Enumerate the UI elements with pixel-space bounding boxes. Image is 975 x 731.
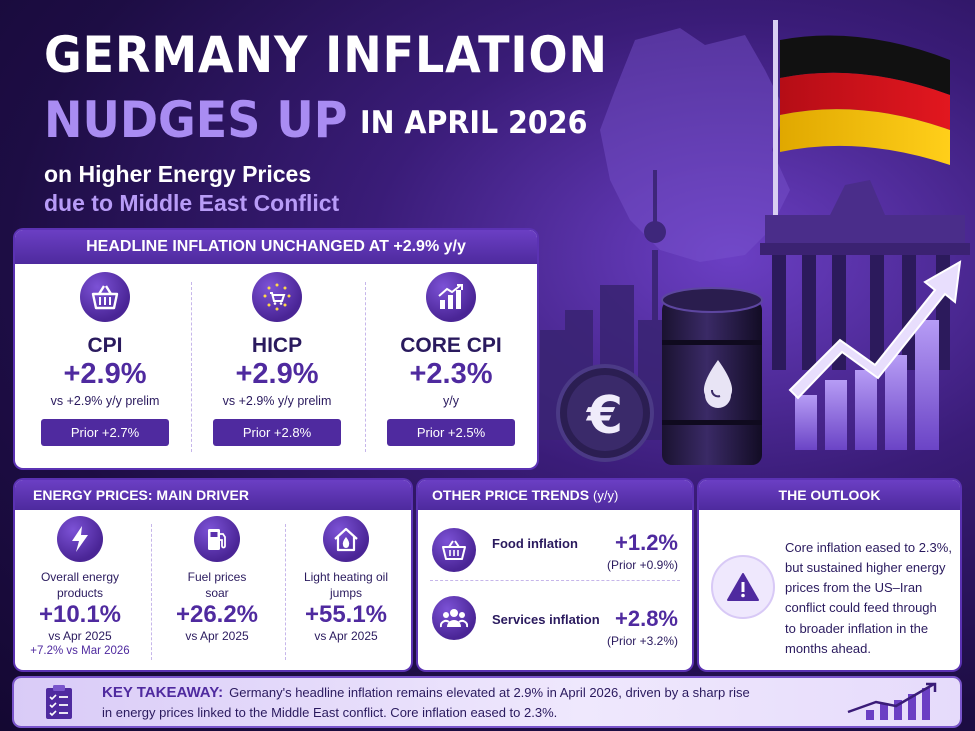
trend-label: Food inflation bbox=[492, 536, 578, 551]
metric-note: vs +2.9% y/y prelim bbox=[222, 394, 332, 408]
subtitle-secondary: due to Middle East Conflict bbox=[44, 190, 340, 216]
energy-label: Fuel prices soar bbox=[187, 570, 247, 600]
warning-icon bbox=[711, 555, 775, 619]
clipboard-checklist-icon bbox=[44, 684, 74, 725]
energy-value: +26.2% bbox=[175, 601, 259, 629]
euro-coin-icon: € bbox=[556, 364, 654, 462]
metric-cpi: CPI +2.9% vs +2.9% y/y prelim Prior +2.7… bbox=[25, 272, 185, 446]
takeaway-heading: KEY TAKEAWAY: bbox=[102, 684, 224, 701]
rising-bars bbox=[795, 320, 939, 450]
takeaway-text: KEY TAKEAWAY: Germany's headline inflatio… bbox=[102, 684, 750, 720]
prior-badge: Prior +2.8% bbox=[213, 419, 341, 446]
lightning-icon bbox=[57, 516, 103, 562]
metric-note: vs +2.9% y/y prelim bbox=[50, 394, 160, 408]
metric-note: y/y bbox=[443, 394, 459, 408]
metric-name: CPI bbox=[87, 334, 123, 357]
other-price-trends-panel: OTHER PRICE TRENDS (y/y) Food inflation … bbox=[418, 480, 692, 670]
trend-prior: (Prior +0.9%) bbox=[606, 558, 678, 572]
subtitle: on Higher Energy Prices bbox=[44, 161, 312, 187]
prior-badge: Prior +2.7% bbox=[41, 419, 169, 446]
metric-name: HICP bbox=[251, 334, 303, 357]
energy-item-heating-oil: Light heating oil jumps +55.1% vs Apr 202… bbox=[281, 516, 411, 643]
outlook-text: Core inflation eased to 2.3%, but sustai… bbox=[785, 540, 952, 656]
energy-note: vs Apr 2025 bbox=[48, 629, 112, 644]
trend-arrow-icon bbox=[788, 260, 962, 400]
trend-value: +1.2% bbox=[615, 530, 678, 555]
divider bbox=[430, 580, 680, 581]
page-title-line2: NUDGES UP IN APRIL 2026 bbox=[44, 95, 607, 145]
flag-pole bbox=[773, 20, 778, 215]
key-takeaway-banner: KEY TAKEAWAY: Germany's headline inflatio… bbox=[14, 678, 960, 726]
oil-barrel-icon bbox=[661, 287, 763, 465]
metric-value: +2.9% bbox=[63, 358, 147, 390]
energy-label: Overall energy products bbox=[40, 570, 120, 600]
energy-value: +10.1% bbox=[38, 601, 122, 629]
divider bbox=[365, 282, 366, 452]
house-flame-icon bbox=[323, 516, 369, 562]
svg-text:€: € bbox=[586, 386, 623, 446]
energy-label: Light heating oil jumps bbox=[303, 570, 389, 600]
metric-value: +2.9% bbox=[235, 358, 319, 390]
growth-chart-icon bbox=[846, 682, 942, 727]
panel-header: OTHER PRICE TRENDS (y/y) bbox=[418, 480, 692, 510]
food-basket-icon bbox=[432, 528, 476, 572]
headline-inflation-panel: HEADLINE INFLATION UNCHANGED AT +2.9% y/… bbox=[15, 230, 537, 468]
title-date: IN APRIL 2026 bbox=[360, 105, 588, 141]
prior-badge: Prior +2.5% bbox=[387, 419, 515, 446]
germany-map-silhouette bbox=[600, 28, 790, 262]
divider bbox=[151, 524, 152, 660]
people-icon bbox=[432, 596, 476, 640]
panel-header: THE OUTLOOK bbox=[699, 480, 960, 510]
trend-prior: (Prior +3.2%) bbox=[606, 634, 678, 648]
energy-note: vs Apr 2025 bbox=[314, 629, 378, 644]
energy-item-fuel: Fuel prices soar +26.2% vs Apr 2025 bbox=[152, 516, 282, 643]
metric-core-cpi: CORE CPI +2.3% y/y Prior +2.5% bbox=[371, 272, 531, 446]
energy-note-secondary: +7.2% vs Mar 2026 bbox=[30, 645, 130, 658]
metric-name: CORE CPI bbox=[400, 334, 502, 357]
divider bbox=[191, 282, 192, 452]
hero-illustration: € bbox=[540, 20, 970, 465]
energy-prices-panel: ENERGY PRICES: MAIN DRIVER Overall energ… bbox=[15, 480, 411, 670]
energy-item-overall: Overall energy products +10.1% vs Apr 202… bbox=[15, 516, 145, 657]
brandenburg-gate bbox=[760, 180, 970, 370]
trend-label: Services inflation bbox=[492, 612, 600, 627]
energy-note: vs Apr 2025 bbox=[185, 629, 249, 644]
title-highlight: NUDGES UP bbox=[44, 91, 348, 149]
panel-header: HEADLINE INFLATION UNCHANGED AT +2.9% y/… bbox=[15, 230, 537, 264]
eu-cart-icon bbox=[252, 272, 302, 322]
divider bbox=[285, 524, 286, 660]
basket-icon bbox=[80, 272, 130, 322]
fuel-pump-icon bbox=[194, 516, 240, 562]
page-title: GERMANY INFLATION bbox=[44, 26, 608, 84]
trend-value: +2.8% bbox=[615, 606, 678, 631]
outlook-panel: THE OUTLOOK Core inflation eased to 2.3%… bbox=[699, 480, 960, 670]
metric-value: +2.3% bbox=[409, 358, 493, 390]
metric-hicp: HICP +2.9% vs +2.9% y/y prelim Prior +2.… bbox=[197, 272, 357, 446]
bar-chart-up-icon bbox=[426, 272, 476, 322]
germany-flag-icon bbox=[780, 35, 950, 165]
panel-header: ENERGY PRICES: MAIN DRIVER bbox=[15, 480, 411, 510]
energy-value: +55.1% bbox=[304, 601, 388, 629]
